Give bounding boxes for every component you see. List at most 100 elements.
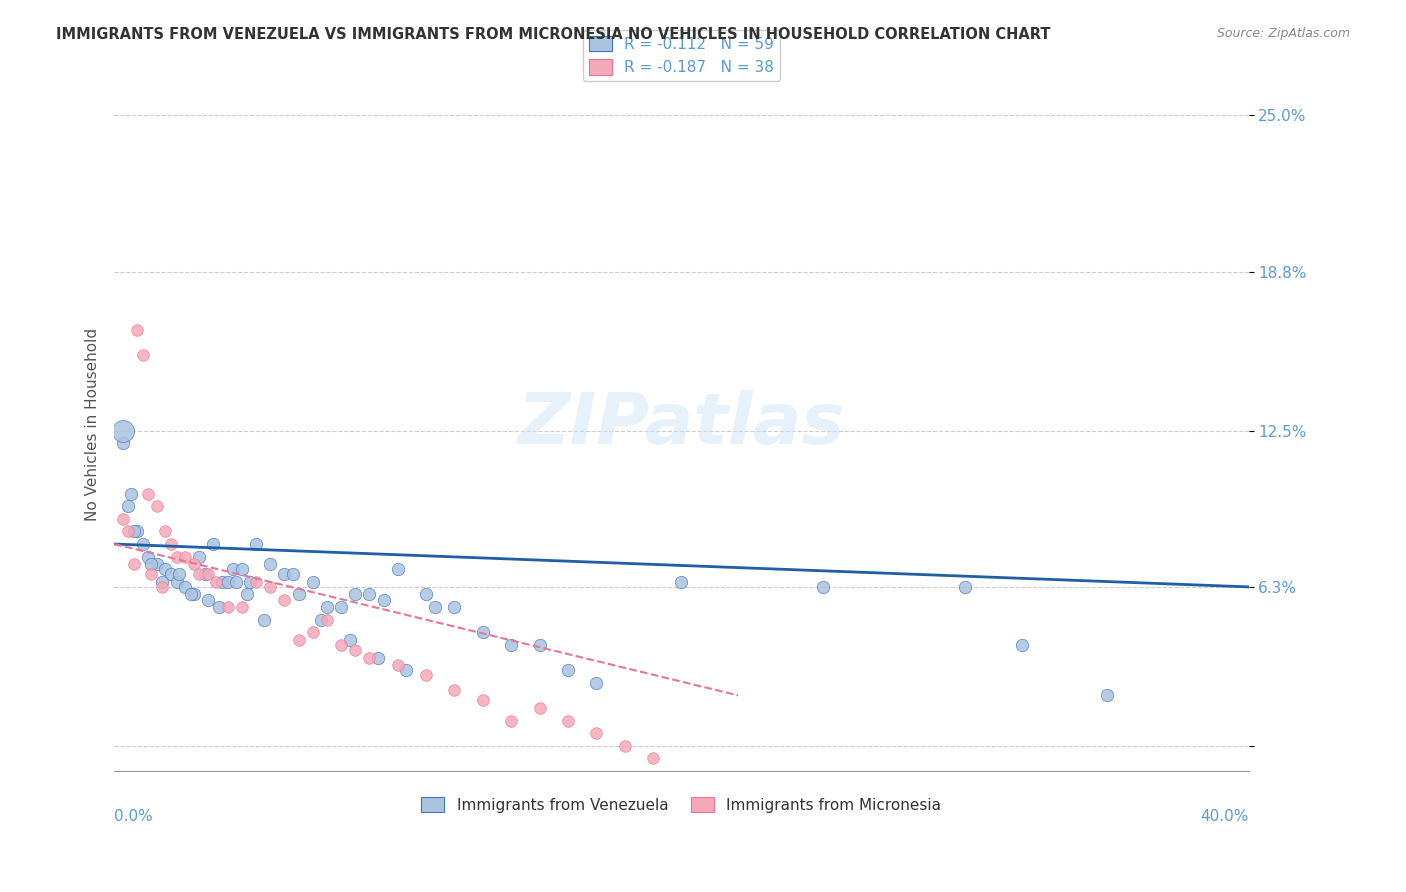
Point <box>585 726 607 740</box>
Point <box>613 739 636 753</box>
Y-axis label: No Vehicles in Household: No Vehicles in Household <box>86 327 100 521</box>
Point <box>273 592 295 607</box>
Point <box>315 600 337 615</box>
Point <box>122 558 145 572</box>
Point <box>330 638 353 652</box>
Point <box>145 558 167 572</box>
Point <box>222 562 245 576</box>
Point <box>202 537 225 551</box>
Point <box>183 558 205 572</box>
Point <box>273 567 295 582</box>
Point <box>205 574 228 589</box>
Point <box>387 562 409 576</box>
Point <box>225 574 247 589</box>
Point <box>188 549 211 564</box>
Point <box>174 580 197 594</box>
Point <box>287 632 309 647</box>
Legend: Immigrants from Venezuela, Immigrants from Micronesia: Immigrants from Venezuela, Immigrants fr… <box>415 790 948 819</box>
Point <box>811 580 834 594</box>
Point <box>111 436 134 450</box>
Point <box>136 486 159 500</box>
Point <box>125 323 148 337</box>
Point <box>180 587 202 601</box>
Point <box>671 574 693 589</box>
Point <box>217 600 239 615</box>
Point <box>160 537 183 551</box>
Point <box>330 600 353 615</box>
Point <box>387 658 409 673</box>
Point <box>395 663 418 677</box>
Point <box>211 574 233 589</box>
Point <box>111 424 134 438</box>
Text: Source: ZipAtlas.com: Source: ZipAtlas.com <box>1216 27 1350 40</box>
Point <box>443 683 465 698</box>
Point <box>339 632 361 647</box>
Point <box>557 663 579 677</box>
Point <box>136 549 159 564</box>
Point <box>208 600 231 615</box>
Point <box>139 558 162 572</box>
Point <box>139 567 162 582</box>
Point <box>239 574 262 589</box>
Point <box>423 600 446 615</box>
Point <box>359 587 381 601</box>
Point <box>160 567 183 582</box>
Point <box>1095 689 1118 703</box>
Point <box>501 714 523 728</box>
Point <box>231 600 253 615</box>
Point <box>169 567 191 582</box>
Point <box>174 549 197 564</box>
Point <box>145 499 167 513</box>
Point <box>287 587 309 601</box>
Point <box>315 613 337 627</box>
Text: 40.0%: 40.0% <box>1201 809 1249 824</box>
Point <box>152 574 174 589</box>
Point <box>217 574 239 589</box>
Point <box>529 701 551 715</box>
Point <box>253 613 276 627</box>
Point <box>166 549 188 564</box>
Point <box>245 574 267 589</box>
Point <box>111 512 134 526</box>
Point <box>373 592 395 607</box>
Point <box>117 499 139 513</box>
Point <box>415 587 437 601</box>
Point <box>152 580 174 594</box>
Point <box>155 562 177 576</box>
Point <box>122 524 145 539</box>
Point <box>501 638 523 652</box>
Point <box>236 587 259 601</box>
Point <box>443 600 465 615</box>
Point <box>259 580 281 594</box>
Point <box>344 587 367 601</box>
Point <box>309 613 332 627</box>
Point <box>301 574 323 589</box>
Point <box>120 486 142 500</box>
Point <box>471 625 494 640</box>
Point <box>194 567 217 582</box>
Point <box>953 580 976 594</box>
Text: IMMIGRANTS FROM VENEZUELA VS IMMIGRANTS FROM MICRONESIA NO VEHICLES IN HOUSEHOLD: IMMIGRANTS FROM VENEZUELA VS IMMIGRANTS … <box>56 27 1050 42</box>
Point <box>557 714 579 728</box>
Point <box>155 524 177 539</box>
Point <box>197 592 219 607</box>
Point <box>359 650 381 665</box>
Point <box>188 567 211 582</box>
Point <box>183 587 205 601</box>
Point <box>344 643 367 657</box>
Point <box>245 537 267 551</box>
Text: 0.0%: 0.0% <box>114 809 153 824</box>
Text: ZIPatlas: ZIPatlas <box>517 390 845 458</box>
Point <box>131 537 153 551</box>
Point <box>231 562 253 576</box>
Point <box>585 675 607 690</box>
Point <box>131 348 153 362</box>
Point <box>471 693 494 707</box>
Point <box>367 650 389 665</box>
Point <box>166 574 188 589</box>
Point <box>301 625 323 640</box>
Point <box>641 751 664 765</box>
Point <box>197 567 219 582</box>
Point <box>281 567 304 582</box>
Point <box>415 668 437 682</box>
